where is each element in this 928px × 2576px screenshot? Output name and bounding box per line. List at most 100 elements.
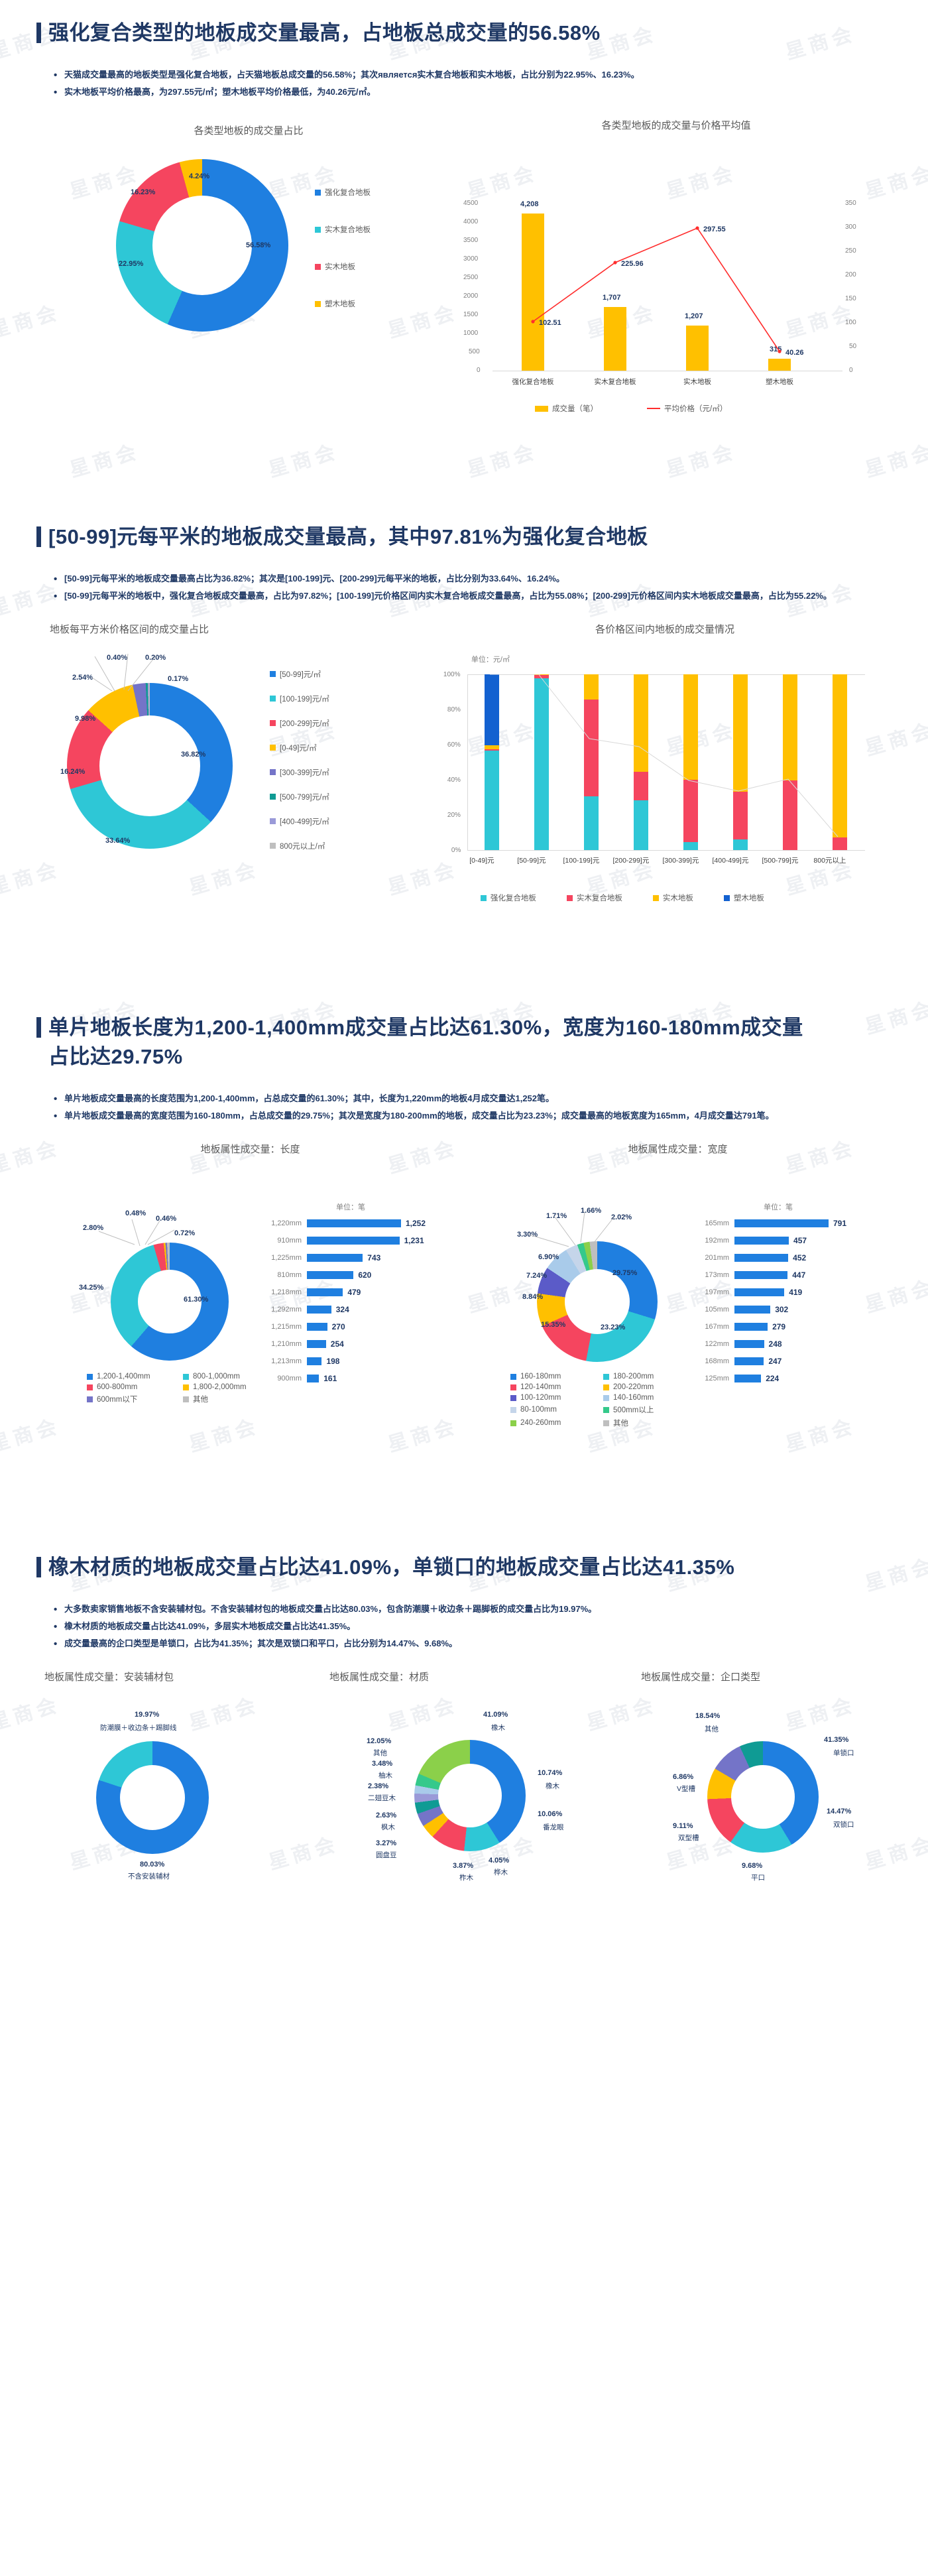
- donut-label: 2.80%: [83, 1224, 104, 1233]
- donut-label: 34.25%: [79, 1284, 104, 1292]
- stacked-segment: [634, 800, 649, 851]
- chart-title: 地板每平方米价格区间的成交量占比: [50, 624, 209, 636]
- donut-ring: [707, 1741, 819, 1853]
- legend-swatch: [315, 226, 321, 233]
- donut-hole: [138, 1270, 202, 1334]
- chart-title: 地板属性成交量：企口类型: [641, 1672, 761, 1684]
- y-tick: 100%: [443, 671, 461, 679]
- bar-value: 1,207: [685, 312, 703, 321]
- legend-swatch: [270, 794, 276, 800]
- legend-swatch: [183, 1396, 189, 1402]
- hbar-label: 197mm: [705, 1288, 729, 1297]
- y2-tick: 150: [845, 295, 856, 303]
- donut-sublabel: 双锁口: [833, 1821, 854, 1829]
- legend-item: [500-799]元/㎡: [270, 786, 329, 808]
- stacked-segment: [683, 841, 699, 851]
- donut-price-range: 36.82% 33.64% 16.24% 9.98% 2.54% 0.40% 0…: [60, 653, 233, 849]
- section-1-bullets: 天猫成交量最高的地板类型是强化复合地板，占天猫地板总成交量的56.58%；其次я…: [51, 66, 892, 103]
- legend-label: [300-399]元/㎡: [280, 768, 329, 777]
- hbar: [307, 1306, 331, 1314]
- y2-tick: 0: [849, 367, 853, 375]
- chart-price-range-share: 地板每平方米价格区间的成交量占比 36.82% 33.64% 16.24% 9.…: [36, 622, 438, 900]
- legend-label: 600mm以下: [97, 1396, 138, 1404]
- trend-connectors: [489, 674, 839, 837]
- legend-swatch: [510, 1373, 516, 1380]
- chart-title: 地板属性成交量：安装辅材包: [44, 1672, 174, 1684]
- bar-column: [768, 359, 791, 371]
- y2-tick: 200: [845, 271, 856, 279]
- hbar-label: 810mm: [277, 1271, 302, 1280]
- hbar-label: 900mm: [277, 1375, 302, 1383]
- hbar-row: 910mm 1,231: [261, 1232, 459, 1249]
- hbar-value: 254: [330, 1339, 344, 1349]
- legend-item: 180-200mm: [603, 1373, 696, 1380]
- donut-material: 41.09% 橡木 10.74% 橡木 10.06% 番龙眼 4.05% 桦木 …: [367, 1711, 564, 1882]
- unit-label: 单位：笔: [764, 1203, 793, 1212]
- hbar: [307, 1271, 354, 1280]
- hbar-row: 105mm 302: [688, 1301, 887, 1318]
- hbar-label: 168mm: [705, 1357, 729, 1366]
- legend-swatch: [183, 1373, 189, 1380]
- hbar: [734, 1271, 788, 1280]
- hbar-label: 1,215mm: [271, 1323, 302, 1331]
- bar-column: [686, 326, 709, 371]
- bullet: [50-99]元每平米的地板成交量最高占比为36.82%；其次是[100-199…: [51, 570, 892, 589]
- hbar-label: 192mm: [705, 1237, 729, 1245]
- unit-label: 单位：笔: [336, 1203, 365, 1212]
- bullet: 单片地板成交量最高的长度范围为1,200-1,400mm，占总成交量的61.30…: [51, 1089, 892, 1109]
- legend-label: 其他: [613, 1420, 628, 1428]
- y2-tick: 50: [849, 343, 857, 351]
- legend-item: 实木地板: [315, 249, 371, 284]
- donut-sublabel: V型槽: [677, 1785, 696, 1794]
- bullet: 单片地板成交量最高的宽度范围为160-180mm，占总成交量的29.75%；其次…: [51, 1107, 892, 1127]
- hbar: [307, 1288, 343, 1297]
- donut-label: 0.20%: [145, 654, 166, 662]
- donut-sublabel: 柞木: [459, 1874, 473, 1882]
- hbar: [734, 1357, 764, 1366]
- hbar-row: 167mm 279: [688, 1318, 887, 1335]
- section-1-title: 强化复合类型的地板成交量最高，占地板总成交量的56.58%: [36, 19, 892, 48]
- donut-label: 41.09%: [483, 1711, 508, 1719]
- unit-label: 单位：元/㎡: [471, 656, 510, 664]
- hbar: [307, 1219, 401, 1228]
- axis-line-left: [467, 674, 468, 851]
- hbar: [734, 1288, 785, 1297]
- donut-label: 10.74%: [538, 1769, 563, 1778]
- bullet: 天猫成交量最高的地板类型是强化复合地板，占天猫地板总成交量的56.58%；其次я…: [51, 66, 892, 86]
- hbar: [307, 1357, 322, 1366]
- x-tick: [300-399]元: [662, 857, 699, 865]
- donut-sublabel: 平口: [751, 1874, 765, 1882]
- legend-floor-types: 强化复合地板 实木复合地板 实木地板 塑木地板: [315, 175, 371, 324]
- y-tick: 2000: [463, 292, 479, 300]
- avg-price-line: [531, 226, 782, 353]
- hbar-row: 1,218mm 479: [261, 1284, 459, 1301]
- stacked-bar: [683, 674, 699, 851]
- legend-item: 塑木地板: [723, 892, 764, 903]
- donut-sublabel: 枫木: [381, 1823, 395, 1832]
- stacked-segment: [485, 674, 500, 746]
- hbar-label: 167mm: [705, 1323, 729, 1331]
- legend-swatch: [183, 1384, 189, 1390]
- legend-item: 平均价格（元/㎡）: [647, 403, 727, 414]
- legend-label: 800元以上/㎡: [280, 842, 325, 851]
- legend-item: [0-49]元/㎡: [270, 737, 329, 759]
- y-tick: 3000: [463, 255, 479, 263]
- stacked-segment: [485, 749, 500, 751]
- chart-title: 各类型地板的成交量占比: [194, 125, 304, 137]
- hbar-label: 1,225mm: [271, 1254, 302, 1262]
- legend-swatch: [603, 1406, 609, 1413]
- legend-swatch: [270, 671, 276, 678]
- y-tick: 0%: [451, 847, 461, 855]
- donut-sublabel: 其他: [373, 1749, 387, 1758]
- hbar-row: 168mm 247: [688, 1353, 887, 1370]
- stacked-segment: [584, 700, 599, 797]
- legend-label: [50-99]元/㎡: [280, 670, 321, 679]
- legend-label: 800-1,000mm: [193, 1373, 240, 1381]
- hbar: [307, 1323, 327, 1331]
- x-tick: [100-199]元: [563, 857, 600, 865]
- hbar-value: 479: [347, 1288, 361, 1298]
- chart-title: 地板属性成交量：材质: [329, 1672, 430, 1684]
- donut-label: 8.84%: [522, 1293, 544, 1302]
- hbar-label: 173mm: [705, 1271, 729, 1280]
- y-tick: 2500: [463, 274, 479, 282]
